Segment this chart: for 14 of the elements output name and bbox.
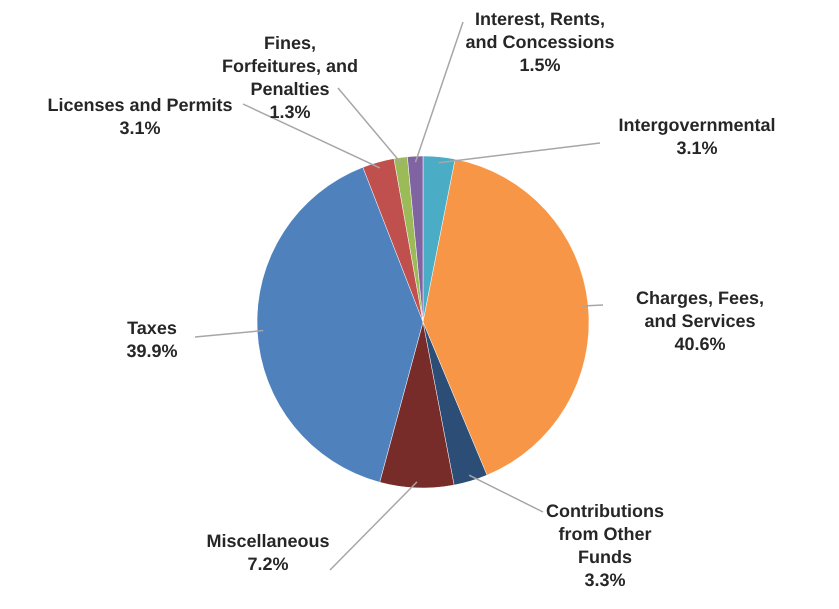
data-label: 40.6%: [674, 334, 726, 354]
data-label: 39.9%: [126, 341, 178, 361]
data-label: 1.3%: [269, 102, 311, 122]
slice-label: Contributions from Other Funds: [546, 501, 664, 567]
data-label: 3.1%: [676, 138, 718, 158]
data-label: 3.3%: [584, 570, 626, 590]
slice-label: Charges, Fees, and Services: [636, 288, 764, 331]
slice-label: Miscellaneous: [206, 531, 330, 551]
data-label: 3.1%: [119, 118, 161, 138]
data-label: 1.5%: [519, 55, 561, 75]
data-label: 7.2%: [247, 554, 289, 574]
slice-label: Interest, Rents, and Concessions: [465, 9, 615, 52]
slice-label: Taxes: [127, 318, 177, 338]
slice-label: Intergovernmental: [618, 115, 776, 135]
